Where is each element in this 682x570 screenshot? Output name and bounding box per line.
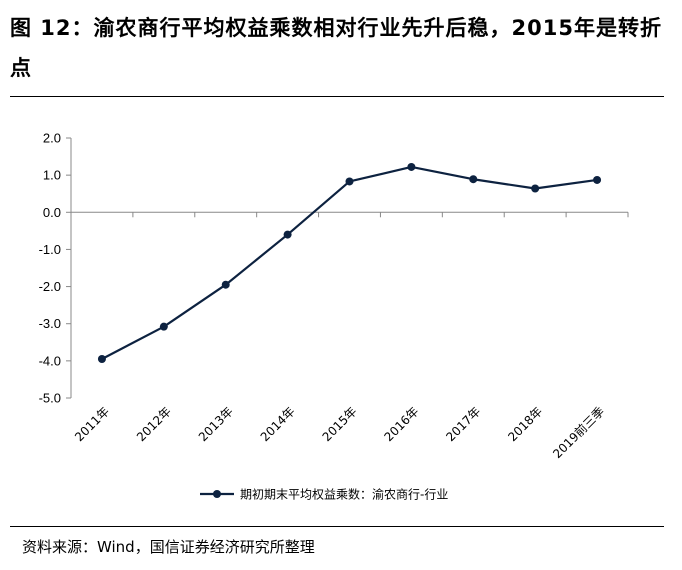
source-note: 资料来源：Wind，国信证券经济研究所整理 bbox=[22, 538, 315, 556]
data-point bbox=[593, 175, 602, 184]
y-tick-label: -2.0 bbox=[39, 279, 61, 294]
data-point bbox=[283, 230, 292, 239]
y-tick-label: -3.0 bbox=[39, 316, 61, 331]
y-tick-label: 1.0 bbox=[43, 168, 61, 183]
data-point bbox=[531, 184, 540, 193]
y-axis-ticks: 2.0 1.0 0.0 -1.0 -2.0 -3.0 -4.0 -5.0 bbox=[39, 131, 71, 406]
x-tick-label: 2011年 bbox=[72, 404, 112, 444]
chart-axes bbox=[70, 138, 628, 398]
chart-title: 图 12：渝农商行平均权益乘数相对行业先升后稳，2015年是转折点 bbox=[10, 16, 662, 80]
legend: 期初期末平均权益乘数：渝农商行-行业 bbox=[200, 487, 448, 502]
series-line bbox=[101, 165, 598, 360]
y-tick-label: 0.0 bbox=[43, 205, 61, 220]
x-tick-label: 2014年 bbox=[258, 404, 298, 444]
data-point bbox=[407, 162, 416, 171]
data-point bbox=[159, 322, 168, 331]
y-tick-label: -1.0 bbox=[39, 242, 61, 257]
data-point bbox=[345, 177, 354, 186]
x-tick-label: 2016年 bbox=[382, 404, 422, 444]
data-point bbox=[221, 280, 230, 289]
y-tick-label: 2.0 bbox=[43, 131, 61, 146]
x-tick-label: 2013年 bbox=[196, 404, 236, 444]
x-tick-label: 2017年 bbox=[443, 404, 483, 444]
x-axis-ticks: 2011年 2012年 2013年 2014年 2015年 2016年 2017年 2018年… bbox=[70, 212, 629, 462]
x-tick-label: 2018年 bbox=[505, 404, 545, 444]
x-tick-label: 2015年 bbox=[320, 404, 360, 444]
x-tick-label: 2019前三季 bbox=[550, 404, 608, 462]
bottom-divider bbox=[10, 526, 664, 527]
data-point bbox=[469, 175, 478, 184]
line-chart: 2.0 1.0 0.0 -1.0 -2.0 -3.0 -4.0 -5.0 2011年 2012年… bbox=[39, 131, 629, 502]
top-divider bbox=[10, 96, 664, 97]
y-tick-label: -4.0 bbox=[39, 353, 61, 368]
legend-swatch-marker bbox=[213, 490, 221, 498]
x-tick-label: 2012年 bbox=[134, 404, 174, 444]
legend-label: 期初期末平均权益乘数：渝农商行-行业 bbox=[240, 487, 448, 502]
y-tick-label: -5.0 bbox=[39, 391, 61, 406]
data-point bbox=[97, 355, 106, 363]
series-group bbox=[97, 162, 602, 363]
